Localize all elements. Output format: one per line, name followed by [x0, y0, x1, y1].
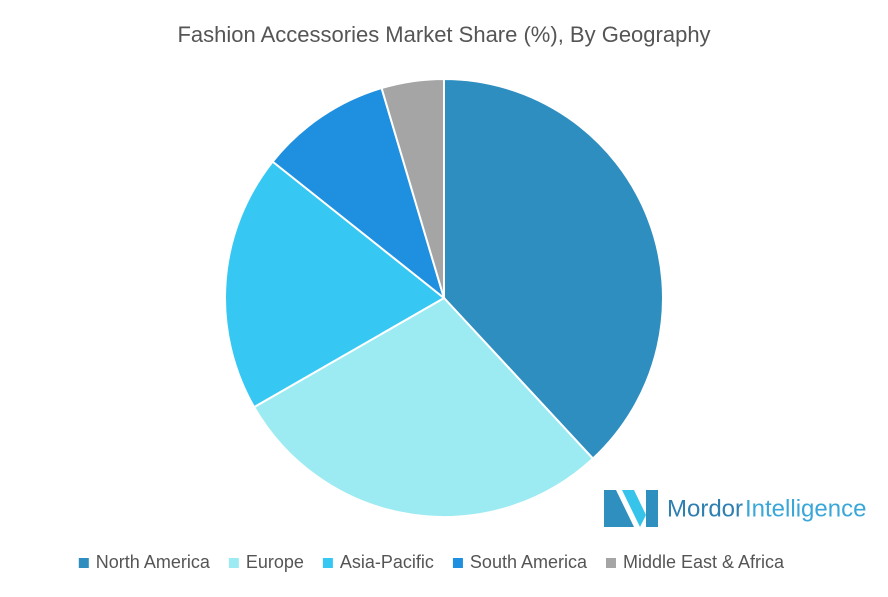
- brand-logo: Mordor Intelligence: [604, 490, 866, 527]
- legend-label: Asia-Pacific: [340, 552, 434, 572]
- brand-suffix: Intelligence: [745, 495, 866, 522]
- pie-slice: [443, 77, 664, 460]
- legend-label: North America: [96, 552, 211, 572]
- legend-label: South America: [470, 552, 588, 572]
- pie-slice: [271, 86, 446, 301]
- legend-swatch: [605, 558, 616, 568]
- pie-slice: [380, 77, 445, 299]
- brand-name: Mordor: [667, 495, 743, 522]
- pie-slice: [252, 296, 595, 518]
- legend-swatch: [228, 558, 239, 568]
- chart-title: Fashion Accessories Market Share (%), By…: [177, 22, 710, 47]
- legend-swatch: [322, 558, 333, 568]
- legend-label: Middle East & Africa: [623, 552, 785, 572]
- legend-swatch: [78, 558, 89, 568]
- legend-label: Europe: [246, 552, 304, 572]
- legend-swatch: [452, 558, 463, 568]
- pie-slice: [224, 160, 446, 409]
